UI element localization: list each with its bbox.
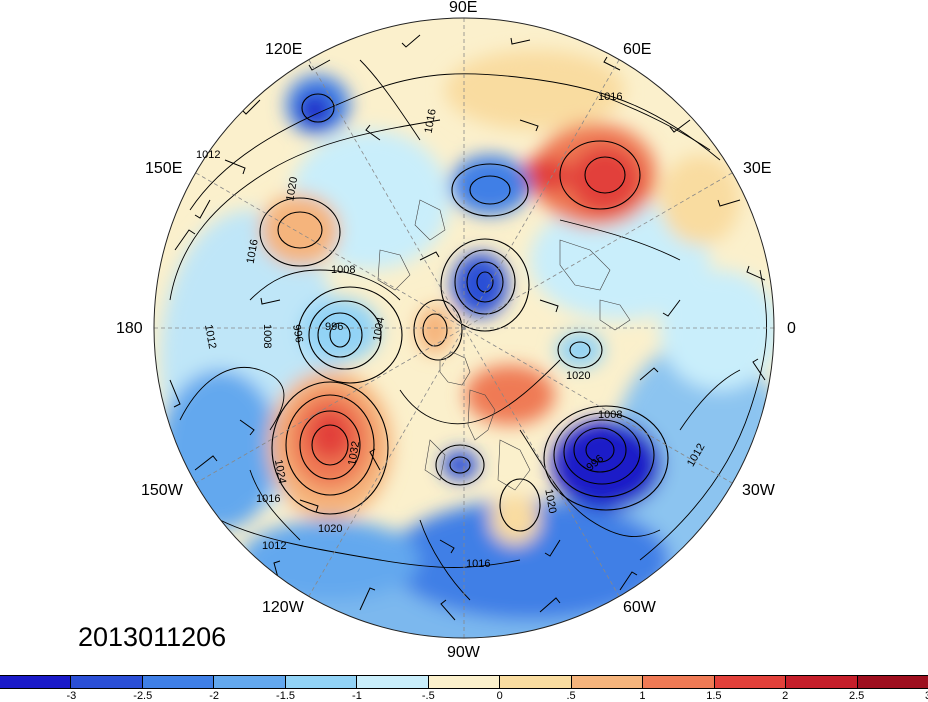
color-legend-swatch [714, 676, 787, 688]
lon-label-30e: 30E [743, 160, 772, 177]
isobar-label: 1004 [371, 316, 387, 342]
color-legend-tick-label: -2.5 [133, 690, 153, 702]
color-legend-swatch [857, 676, 928, 688]
isobar-label: 1016 [423, 108, 439, 134]
isobar-lines [169, 59, 767, 601]
isobar-label: 996 [290, 324, 305, 344]
isobar-label: 1016 [466, 558, 490, 570]
lon-label-120w: 120W [262, 599, 304, 616]
isobar-label: 1020 [566, 370, 590, 382]
isobar-label: 1012 [202, 324, 218, 350]
color-legend-swatch [428, 676, 501, 688]
color-legend-swatch [786, 676, 858, 688]
lon-label-120e: 120E [265, 41, 303, 58]
isobar-label: 1020 [318, 523, 342, 535]
color-legend-swatch [285, 676, 358, 688]
color-legend-swatch [571, 676, 644, 688]
isobar-label: 1008 [598, 409, 622, 421]
color-legend-tick-label: -.5 [421, 690, 435, 702]
isobar-label: 1020 [284, 176, 300, 202]
isobar-label: 996 [325, 321, 343, 333]
color-legend-tick-label: 1.5 [706, 690, 722, 702]
anomaly-field [154, 18, 774, 638]
lon-label-60w: 60W [623, 599, 656, 616]
color-legend-bar [0, 675, 928, 689]
isobar-label: 1016 [256, 493, 280, 505]
lon-label-90w: 90W [447, 644, 480, 661]
isobar-label: 1032 [346, 440, 362, 466]
color-legend-swatch [71, 676, 143, 688]
color-legend-swatch [214, 676, 286, 688]
color-legend-tick-label: 2 [782, 690, 789, 702]
isobar-label: 1020 [542, 488, 558, 514]
color-legend-swatch [0, 676, 72, 688]
color-legend-tick-label: -3 [66, 690, 77, 702]
isobar-label: 1016 [598, 91, 622, 103]
color-legend-swatch [142, 676, 215, 688]
isobar-label: 1008 [331, 264, 355, 276]
graticule [154, 18, 774, 638]
isobar-value-labels: 1016 1016 1016 1016 1012 1012 1012 1012 … [196, 91, 708, 570]
color-legend-swatch [357, 676, 429, 688]
color-legend-tick-label: 3 [925, 691, 928, 702]
map-boundary [153, 17, 775, 639]
lon-label-0: 0 [787, 320, 796, 337]
wind-barbs [169, 34, 767, 621]
color-legend-tick-label: -1.5 [276, 690, 296, 702]
lon-label-150e: 150E [145, 160, 183, 177]
color-legend-tick-label: -2 [209, 690, 220, 702]
color-legend-tick-label: 1 [639, 690, 646, 702]
isobar-label: 1016 [245, 238, 261, 264]
isobar-label: 1012 [196, 149, 220, 161]
isobar-label: 1008 [261, 324, 273, 348]
isobar-label: 1024 [272, 459, 288, 485]
lon-label-60e: 60E [623, 41, 652, 58]
lon-label-30w: 30W [742, 482, 775, 499]
color-legend-tick-label: 0 [496, 690, 503, 702]
lon-label-180: 180 [116, 320, 143, 337]
lon-label-150w: 150W [141, 482, 183, 499]
color-legend-swatch [500, 676, 572, 688]
isobar-label: 1012 [262, 540, 286, 552]
color-legend-tick-label: .5 [566, 690, 576, 702]
color-legend-tick-label: -1 [352, 690, 362, 702]
color-legend-swatch [643, 676, 715, 688]
timestamp-label: 2013011206 [78, 622, 227, 652]
color-legend-tick-label: 2.5 [848, 690, 865, 702]
lon-label-90e: 90E [449, 0, 478, 16]
